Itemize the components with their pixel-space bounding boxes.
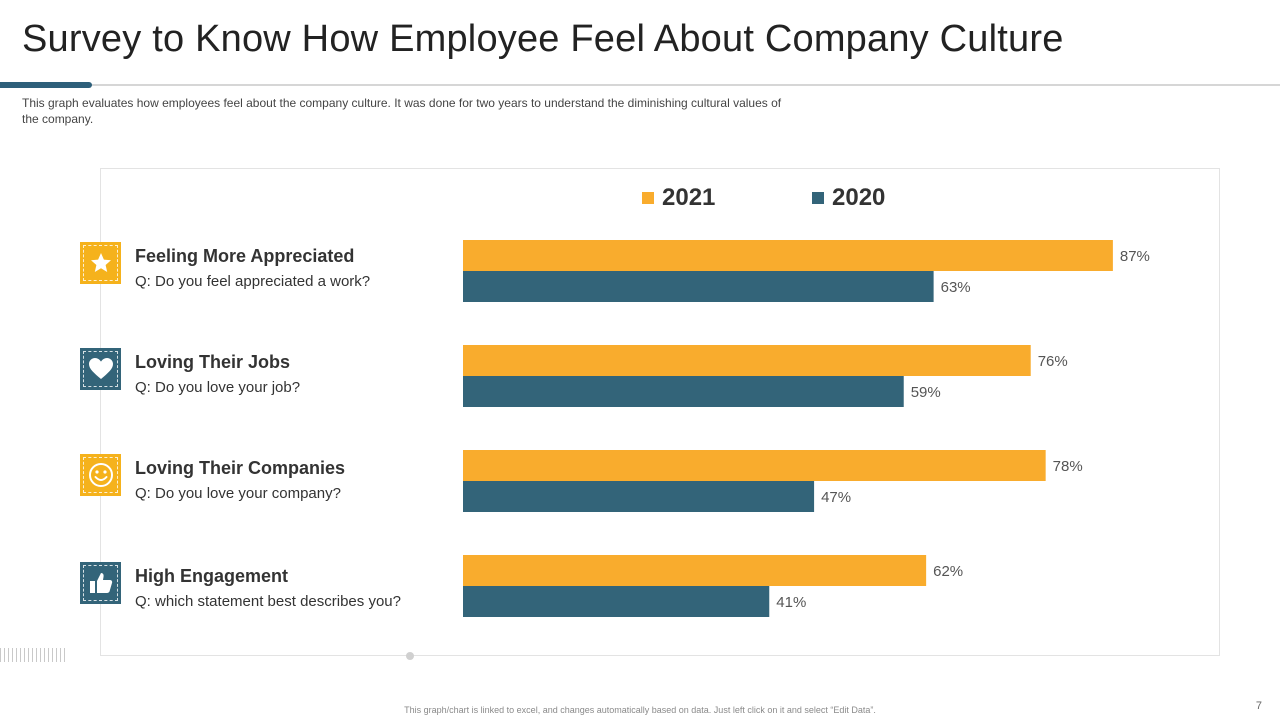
title-accent-bar: [0, 82, 92, 88]
bar-value-label-2020: 47%: [821, 489, 851, 506]
bar-2020: [463, 586, 770, 617]
bar-value-label-2021: 62%: [933, 563, 963, 580]
category-question: Q: Do you love your job?: [135, 379, 301, 396]
bar-value-label-2020: 41%: [776, 594, 806, 611]
category-title: Loving Their Jobs: [135, 352, 291, 372]
category-row: Loving Their Jobs Q: Do you love your jo…: [80, 348, 460, 418]
page-subtitle: This graph evaluates how employees feel …: [22, 96, 782, 126]
category-row: Feeling More Appreciated Q: Do you feel …: [80, 242, 460, 312]
footer-note: This graph/chart is linked to excel, and…: [404, 705, 876, 715]
legend-label-2021: 2021: [662, 184, 716, 211]
frame-connector-dot: [406, 652, 414, 660]
legend-swatch-2020: [812, 192, 824, 204]
frame-connector-line: [414, 655, 760, 656]
decorative-ticks: [0, 648, 66, 662]
category-question: Q: Do you love your company?: [135, 485, 341, 502]
bar-2020: [463, 481, 815, 512]
category-row: Loving Their Companies Q: Do you love yo…: [80, 454, 460, 524]
category-title: High Engagement: [135, 566, 289, 586]
category-title: Feeling More Appreciated: [135, 246, 355, 266]
category-question: Q: which statement best describes you?: [135, 593, 401, 610]
bar-2021: [463, 450, 1046, 481]
bar-value-label-2020: 59%: [911, 384, 941, 401]
legend-item-2021: 2021: [642, 184, 715, 212]
bar-value-label-2020: 63%: [941, 279, 971, 296]
bar-2020: [463, 271, 934, 302]
category-row: High Engagement Q: which statement best …: [80, 562, 460, 632]
thumbs-up-icon: [80, 562, 121, 604]
bar-value-label-2021: 87%: [1120, 248, 1150, 265]
bar-value-label-2021: 78%: [1053, 458, 1083, 475]
bar-value-label-2021: 76%: [1038, 353, 1068, 370]
bar-2020: [463, 376, 904, 407]
bar-2021: [463, 555, 927, 586]
page-title: Survey to Know How Employee Feel About C…: [22, 18, 1064, 60]
bar-2021: [463, 345, 1031, 376]
bar-2021: [463, 240, 1113, 271]
category-question: Q: Do you feel appreciated a work?: [135, 273, 371, 290]
title-divider: [0, 84, 1280, 86]
legend-item-2020: 2020: [812, 184, 885, 212]
page-number: 7: [1255, 700, 1262, 712]
legend-swatch-2021: [642, 192, 654, 204]
smiley-icon: [80, 454, 121, 496]
legend-label-2020: 2020: [832, 184, 886, 211]
heart-icon: [80, 348, 121, 390]
star-icon: [80, 242, 121, 284]
category-title: Loving Their Companies: [135, 458, 346, 478]
